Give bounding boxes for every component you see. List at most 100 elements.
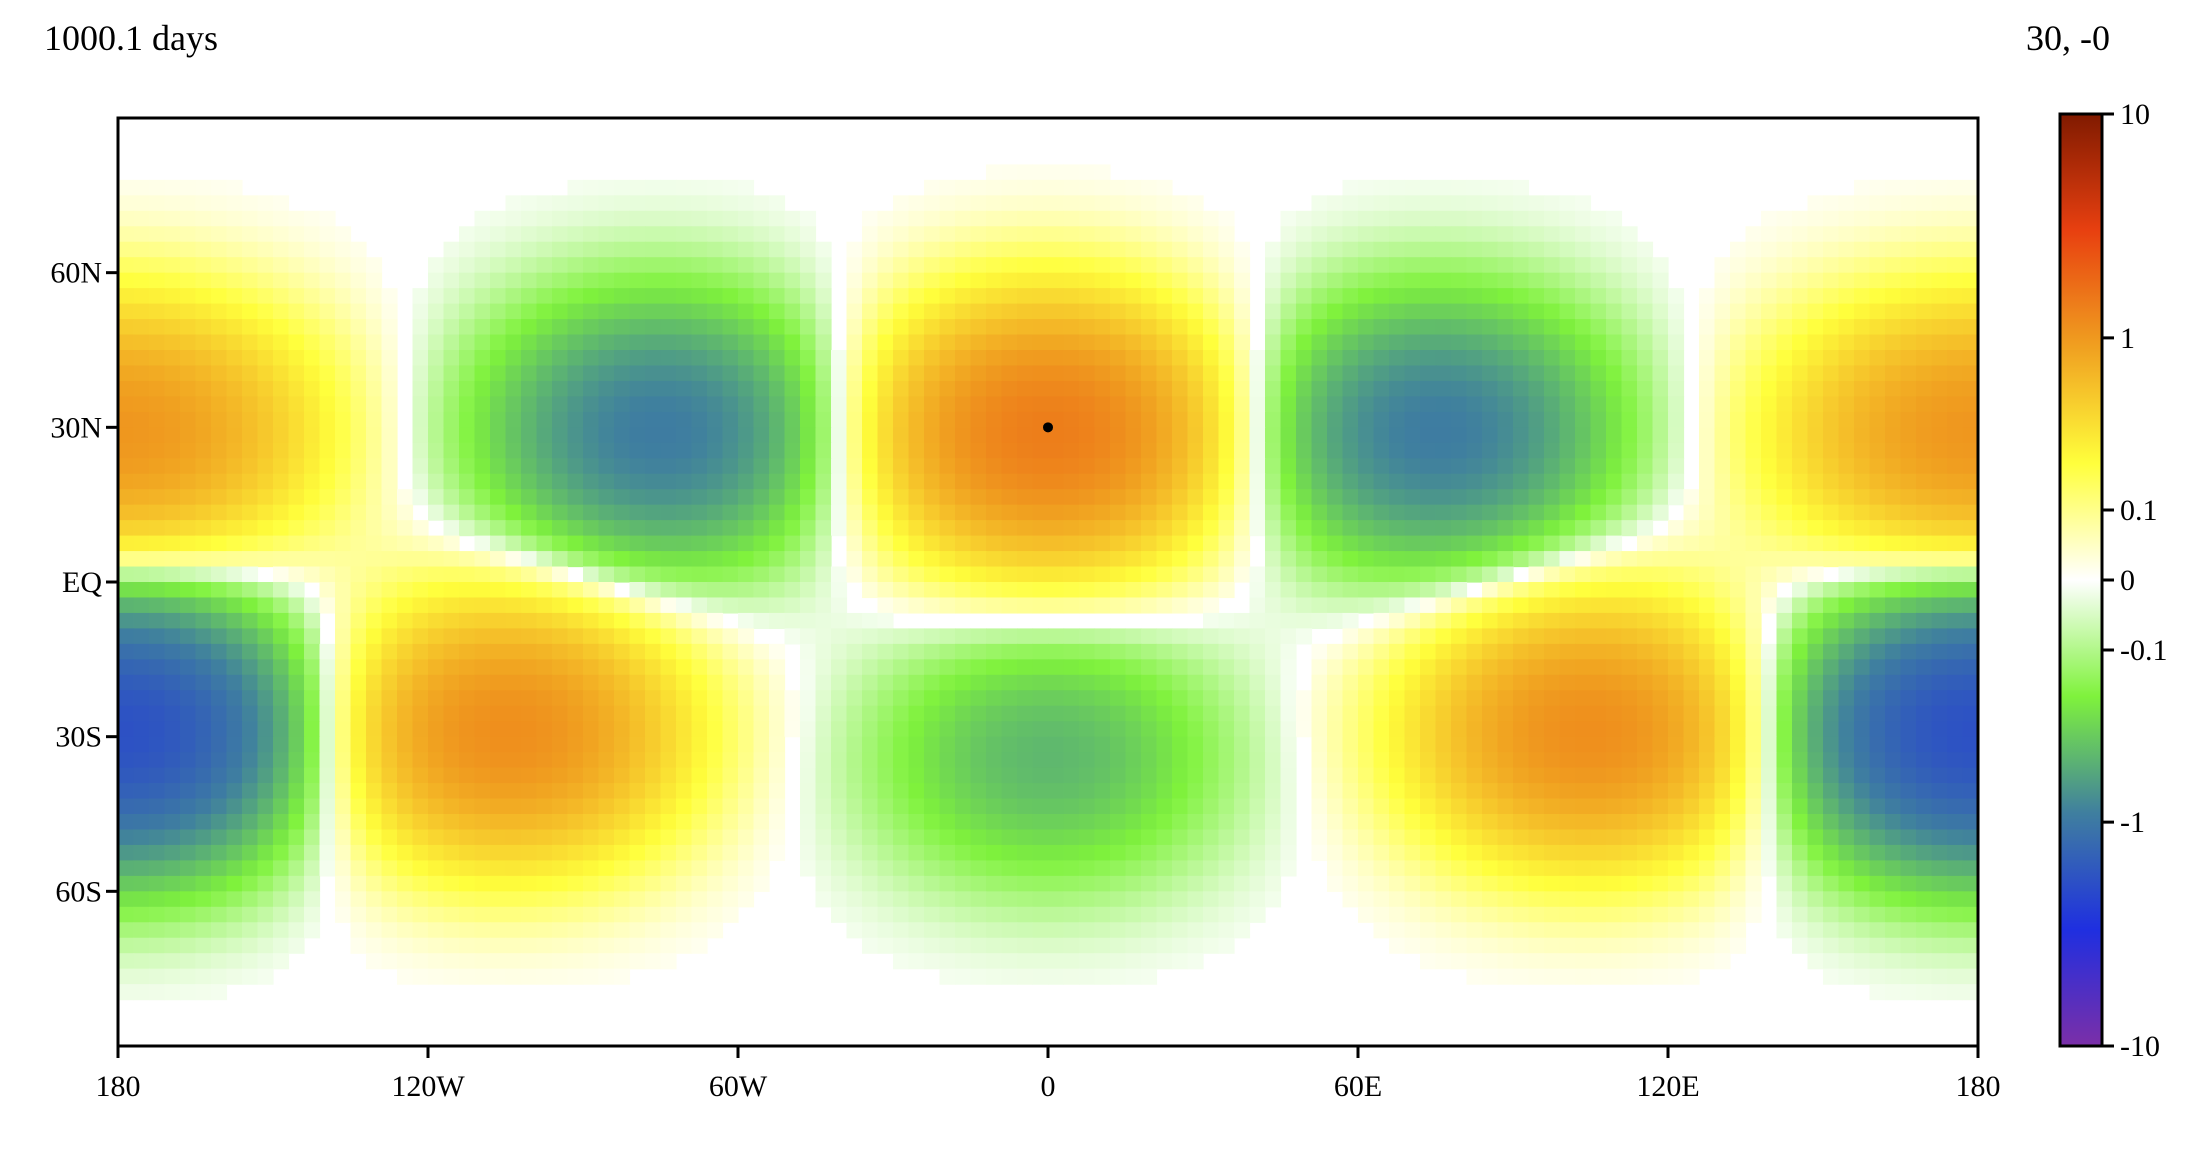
heatmap-cell <box>583 350 600 367</box>
heatmap-cell <box>1652 303 1669 320</box>
heatmap-cell <box>366 643 383 660</box>
heatmap-cell <box>1730 473 1747 490</box>
heatmap-cell <box>1823 597 1840 614</box>
heatmap-cell <box>722 396 739 413</box>
heatmap-cell <box>1249 427 1266 444</box>
heatmap-cell <box>1048 628 1065 645</box>
heatmap-plot[interactable] <box>116 116 1980 1048</box>
heatmap-cell <box>1699 721 1716 738</box>
heatmap-cell <box>753 597 770 614</box>
heatmap-cell <box>304 628 321 645</box>
heatmap-cell <box>118 380 135 397</box>
heatmap-cell <box>149 783 166 800</box>
heatmap-cell <box>1358 736 1375 753</box>
heatmap-cell <box>1606 380 1623 397</box>
heatmap-cell <box>660 334 677 351</box>
heatmap-cell <box>970 535 987 552</box>
heatmap-cell <box>1079 473 1096 490</box>
heatmap-cell <box>893 458 910 475</box>
heatmap-cell <box>598 473 615 490</box>
heatmap-cell <box>304 272 321 289</box>
heatmap-cell <box>195 705 212 722</box>
heatmap-cell <box>1962 628 1979 645</box>
heatmap-cell <box>1637 241 1654 258</box>
heatmap-cell <box>1838 814 1855 831</box>
heatmap-cell <box>1544 582 1561 599</box>
heatmap-cell <box>1792 721 1809 738</box>
heatmap-cell <box>1265 721 1282 738</box>
heatmap-cell <box>1094 458 1111 475</box>
heatmap-cell <box>242 814 259 831</box>
heatmap-cell <box>598 752 615 769</box>
heatmap-cell <box>908 350 925 367</box>
heatmap-cell <box>552 628 569 645</box>
heatmap-cell <box>1947 628 1964 645</box>
heatmap-cell <box>1916 396 1933 413</box>
heatmap-cell <box>893 520 910 537</box>
heatmap-cell <box>1761 659 1778 676</box>
heatmap-cell <box>1947 705 1964 722</box>
heatmap-cell <box>955 659 972 676</box>
heatmap-cell <box>1544 659 1561 676</box>
heatmap-cell <box>226 814 243 831</box>
heatmap-cell <box>118 179 135 196</box>
heatmap-cell <box>443 783 460 800</box>
heatmap-cell <box>1342 659 1359 676</box>
heatmap-cell <box>1869 195 1886 212</box>
heatmap-cell <box>1621 411 1638 428</box>
heatmap-cell <box>1203 597 1220 614</box>
heatmap-cell <box>195 659 212 676</box>
heatmap-cell <box>1575 798 1592 815</box>
heatmap-cell <box>443 829 460 846</box>
heatmap-cell <box>1807 535 1824 552</box>
heatmap-cell <box>1637 458 1654 475</box>
heatmap-cell <box>1683 504 1700 521</box>
heatmap-cell <box>645 721 662 738</box>
heatmap-cell <box>1079 566 1096 583</box>
heatmap-cell <box>350 690 367 707</box>
heatmap-cell <box>815 566 832 583</box>
heatmap-cell <box>924 767 941 784</box>
heatmap-cell <box>1528 195 1545 212</box>
heatmap-cell <box>1838 674 1855 691</box>
heatmap-cell <box>1668 767 1685 784</box>
heatmap-cell <box>350 643 367 660</box>
heatmap-cell <box>211 814 228 831</box>
heatmap-cell <box>552 365 569 382</box>
heatmap-cell <box>521 643 538 660</box>
heatmap-cell <box>676 288 693 305</box>
heatmap-cell <box>1807 411 1824 428</box>
heatmap-cell <box>862 334 879 351</box>
heatmap-cell <box>1699 473 1716 490</box>
heatmap-cell <box>1296 365 1313 382</box>
heatmap-cell <box>660 705 677 722</box>
heatmap-cell <box>474 288 491 305</box>
heatmap-cell <box>180 319 197 336</box>
heatmap-cell <box>1017 628 1034 645</box>
heatmap-cell <box>1745 612 1762 629</box>
heatmap-cell <box>1048 380 1065 397</box>
heatmap-cell <box>397 736 414 753</box>
heatmap-cell <box>257 504 274 521</box>
heatmap-cell <box>1218 257 1235 274</box>
heatmap-cell <box>1947 783 1964 800</box>
heatmap-cell <box>1854 272 1871 289</box>
heatmap-cell <box>505 566 522 583</box>
heatmap-cell <box>753 705 770 722</box>
heatmap-cell <box>1234 365 1251 382</box>
heatmap-cell <box>226 427 243 444</box>
heatmap-cell <box>1451 350 1468 367</box>
heatmap-cell <box>1203 643 1220 660</box>
heatmap-cell <box>738 829 755 846</box>
heatmap-cell <box>877 473 894 490</box>
heatmap-cell <box>614 350 631 367</box>
heatmap-cell <box>939 489 956 506</box>
heatmap-cell <box>149 628 166 645</box>
heatmap-cell <box>319 241 336 258</box>
heatmap-cell <box>1079 628 1096 645</box>
heatmap-cell <box>1327 473 1344 490</box>
heatmap-cell <box>970 380 987 397</box>
heatmap-cell <box>1094 164 1111 181</box>
heatmap-cell <box>1032 690 1049 707</box>
heatmap-cell <box>381 844 398 861</box>
